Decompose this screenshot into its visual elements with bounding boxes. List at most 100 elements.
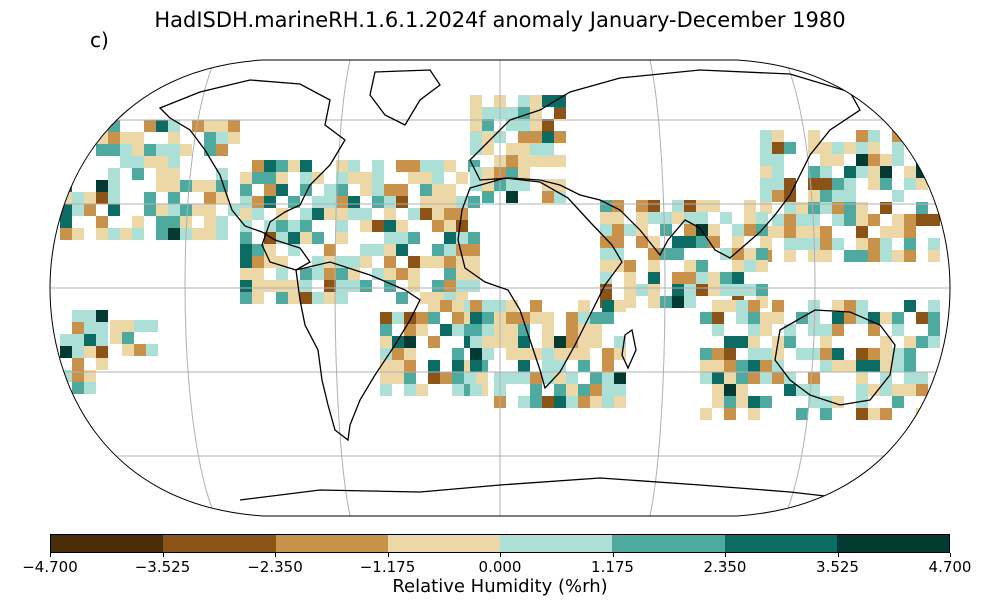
anomaly-cell [648, 272, 660, 284]
anomaly-cell [844, 166, 856, 178]
anomaly-cell [600, 284, 612, 296]
anomaly-cell [566, 372, 578, 384]
anomaly-cell [276, 160, 288, 172]
anomaly-cell [404, 384, 416, 396]
anomaly-cell [360, 184, 372, 196]
anomaly-cell [240, 196, 252, 208]
colorbar-tick-mark [612, 553, 614, 557]
anomaly-cell [808, 142, 820, 154]
anomaly-cell [470, 360, 482, 372]
anomaly-cell [772, 166, 784, 178]
anomaly-cell [724, 348, 736, 360]
anomaly-cell [470, 348, 482, 360]
anomaly-cell [602, 384, 614, 396]
anomaly-cell [470, 312, 482, 324]
anomaly-cell [868, 178, 880, 190]
anomaly-cell [928, 214, 940, 226]
anomaly-cell [168, 168, 180, 180]
anomaly-cell [110, 320, 122, 332]
anomaly-cell [336, 196, 348, 208]
anomaly-cell [204, 216, 216, 228]
anomaly-cell [420, 172, 432, 184]
anomaly-cell [146, 320, 158, 332]
anomaly-cell [724, 300, 736, 312]
anomaly-cell [892, 142, 904, 154]
anomaly-cell [96, 216, 108, 228]
anomaly-cell [252, 244, 264, 256]
anomaly-cell [60, 204, 72, 216]
anomaly-cell [856, 166, 868, 178]
anomaly-cell [470, 95, 482, 107]
anomaly-cell [506, 143, 518, 155]
anomaly-cell [420, 184, 432, 196]
anomaly-cell [506, 179, 518, 191]
anomaly-cell [700, 372, 712, 384]
anomaly-cell [904, 336, 916, 348]
anomaly-cell [384, 232, 396, 244]
anomaly-cell [264, 244, 276, 256]
anomaly-cell [144, 144, 156, 156]
anomaly-cell [108, 228, 120, 240]
anomaly-cell [452, 372, 464, 384]
anomaly-cell [760, 202, 772, 214]
anomaly-cell [832, 178, 844, 190]
anomaly-cell [180, 204, 192, 216]
anomaly-cell [590, 384, 602, 396]
anomaly-cell [132, 228, 144, 240]
anomaly-cell [192, 228, 204, 240]
anomaly-cell [844, 300, 856, 312]
anomaly-cell [276, 220, 288, 232]
anomaly-cell [796, 202, 808, 214]
anomaly-cell [856, 312, 868, 324]
colorbar-tick-label: 4.700 [928, 558, 972, 576]
anomaly-cell [600, 224, 612, 236]
anomaly-cell [300, 232, 312, 244]
anomaly-cell [444, 244, 456, 256]
anomaly-cell [784, 214, 796, 226]
anomaly-cell [542, 119, 554, 131]
anomaly-cell [372, 184, 384, 196]
anomaly-cell [748, 336, 760, 348]
anomaly-cell [134, 344, 146, 356]
anomaly-cell [444, 232, 456, 244]
anomaly-cell [600, 248, 612, 260]
anomaly-cell [456, 196, 468, 208]
anomaly-cell [554, 372, 566, 384]
anomaly-cell [84, 192, 96, 204]
anomaly-cell [760, 360, 772, 372]
anomaly-cell [748, 396, 760, 408]
anomaly-cell [300, 268, 312, 280]
anomaly-cell [916, 372, 928, 384]
anomaly-cell [72, 358, 84, 370]
anomaly-cell [892, 360, 904, 372]
anomaly-cell [772, 226, 784, 238]
anomaly-cell [392, 372, 404, 384]
anomaly-cell [416, 324, 428, 336]
anomaly-cell [578, 348, 590, 360]
anomaly-cell [772, 300, 784, 312]
anomaly-cell [108, 120, 120, 132]
anomaly-cell [868, 324, 880, 336]
anomaly-cell [404, 348, 416, 360]
anomaly-cell [624, 224, 636, 236]
anomaly-cell [396, 232, 408, 244]
anomaly-cell [904, 360, 916, 372]
anomaly-cell [554, 336, 566, 348]
anomaly-cell [216, 216, 228, 228]
anomaly-cell [252, 268, 264, 280]
anomaly-cell [732, 248, 744, 260]
anomaly-cell [542, 360, 554, 372]
anomaly-cell [880, 312, 892, 324]
anomaly-cell [880, 384, 892, 396]
colorbar-tick-mark [275, 553, 276, 557]
anomaly-cell [204, 228, 216, 240]
anomaly-cell [880, 408, 892, 420]
anomaly-cell [554, 384, 566, 396]
anomaly-cell [928, 154, 940, 166]
colorbar-tick-mark [500, 553, 501, 557]
anomaly-cell [808, 190, 820, 202]
anomaly-cell [856, 372, 868, 384]
anomaly-cell [300, 172, 312, 184]
anomaly-cell [708, 272, 720, 284]
anomaly-cell [506, 167, 518, 179]
